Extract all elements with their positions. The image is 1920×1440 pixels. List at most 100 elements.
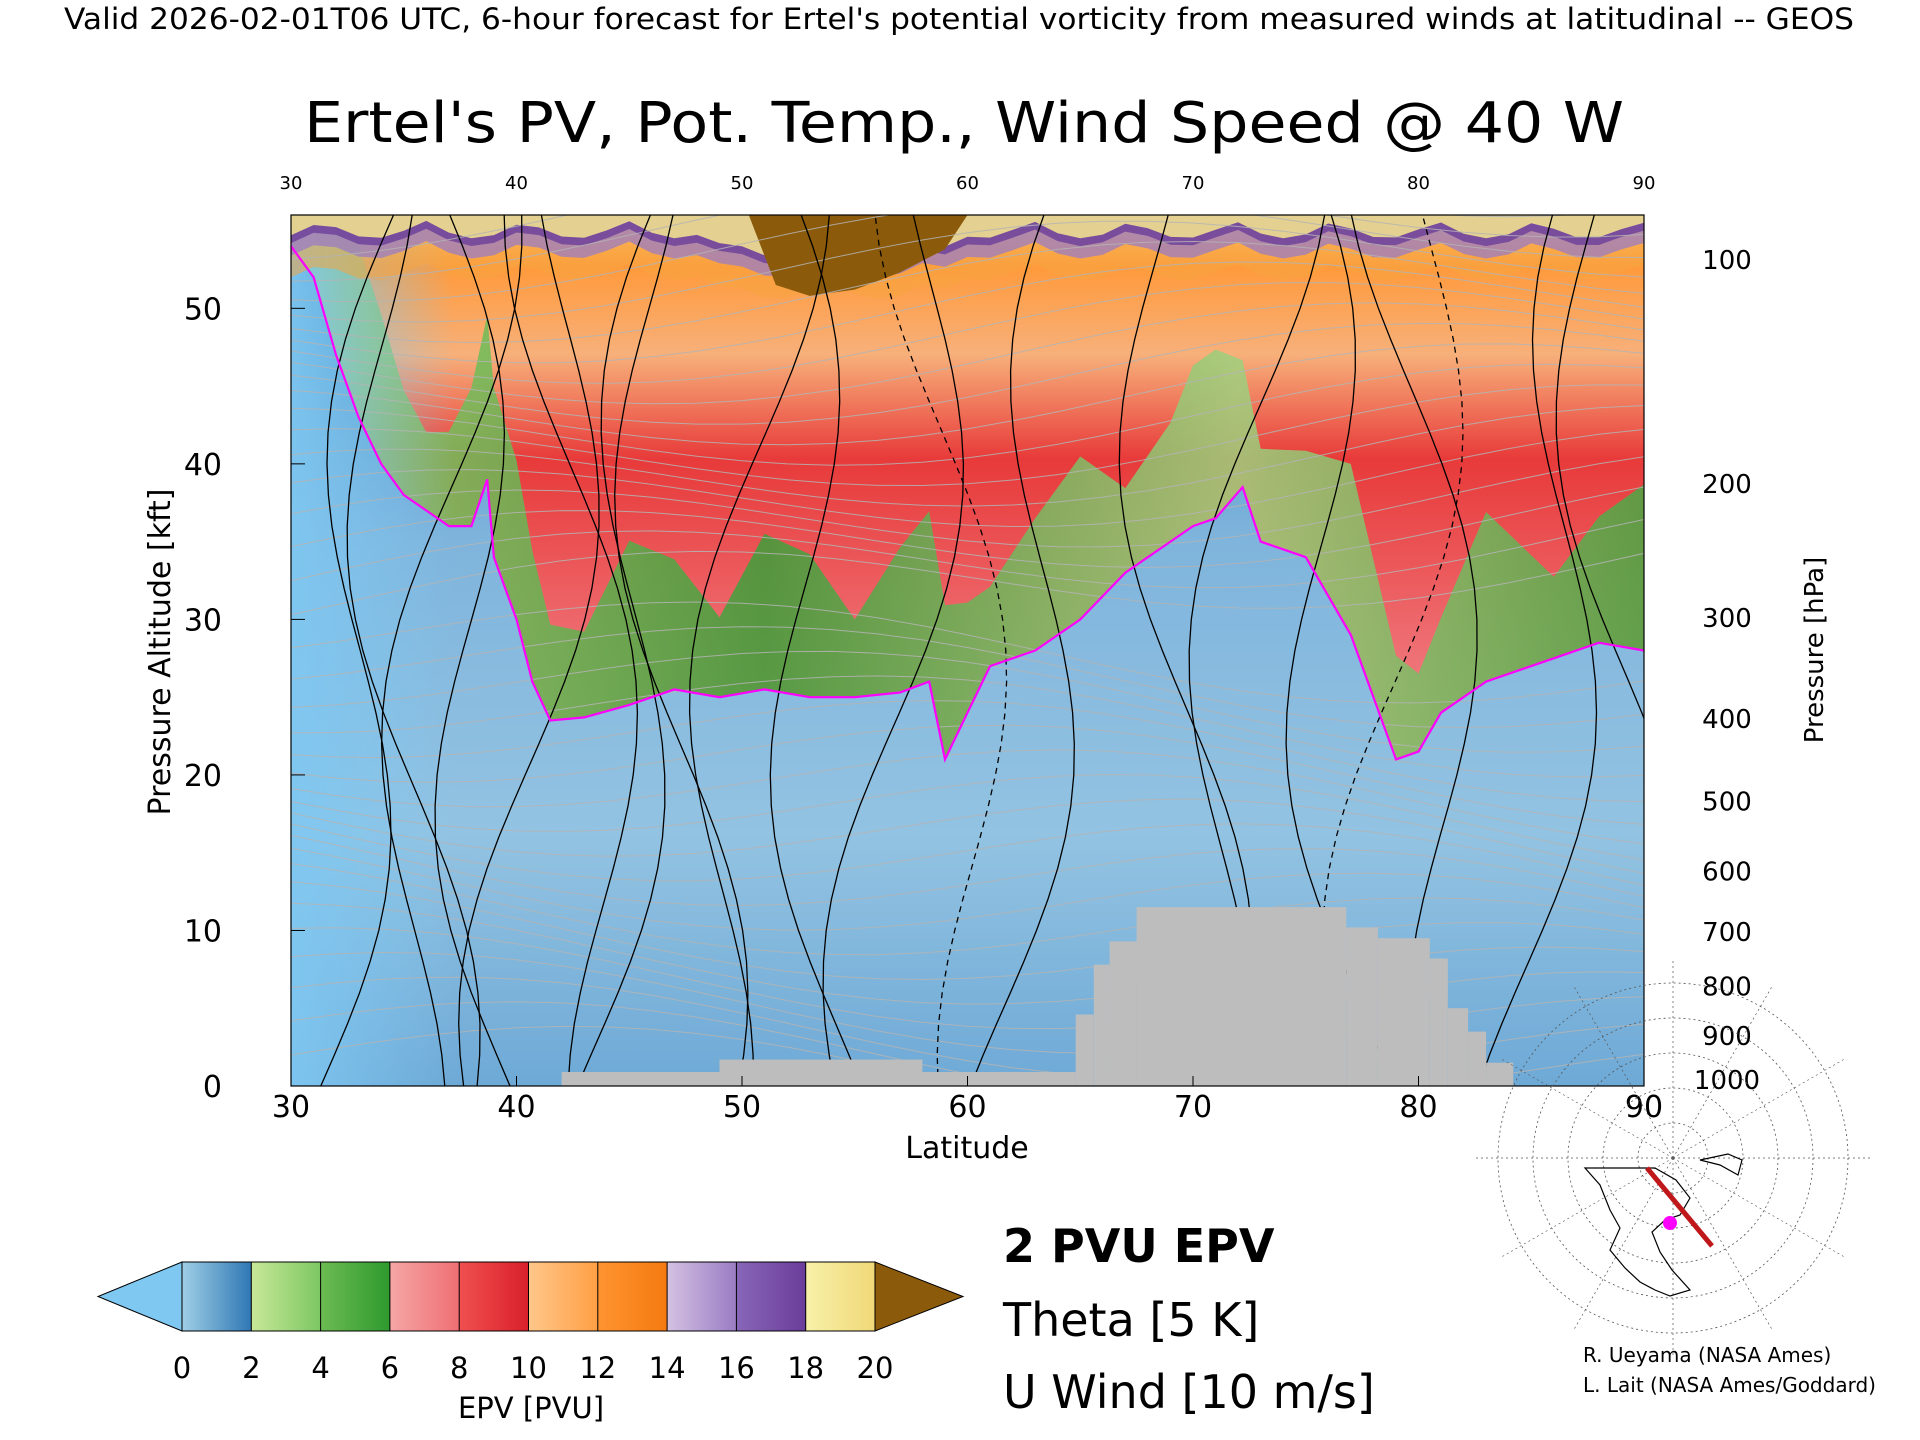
colorbar-bin — [320, 1262, 390, 1331]
theta-line — [291, 823, 1644, 886]
terrain-block — [719, 1059, 923, 1086]
inset-meridian — [1672, 1057, 1847, 1159]
theta-line — [291, 519, 1644, 589]
terrain-block — [1468, 1031, 1487, 1086]
u-wind-line — [380, 215, 523, 1086]
x-tick-bottom: 90 — [1625, 1090, 1663, 1125]
x-tick-top: 80 — [1407, 173, 1430, 194]
colorbar-bin — [597, 1262, 668, 1331]
theta-line — [291, 700, 1644, 803]
theta-line — [291, 486, 1644, 569]
terrain-block — [1093, 964, 1110, 1086]
x-tick-bottom: 60 — [948, 1090, 986, 1125]
terrain-block — [1109, 941, 1137, 1086]
y-tick-right: 1000 — [1694, 1066, 1760, 1096]
y-tick-left: 20 — [184, 759, 222, 794]
x-axis-label: Latitude — [905, 1131, 1028, 1166]
colorbar-bin — [528, 1262, 598, 1331]
colorbar-under-arrow — [96, 1261, 183, 1332]
theta-line — [291, 405, 1644, 507]
y-tick-right: 200 — [1702, 470, 1752, 500]
colorbar-tick: 6 — [381, 1351, 399, 1385]
inset-meridian — [1572, 1157, 1674, 1332]
theta-line — [291, 322, 1644, 425]
legend: 2 PVU EPV Theta [5 K] U Wind [10 m/s] — [1002, 1219, 1375, 1419]
terrain-block — [1136, 907, 1347, 1086]
theta-line — [291, 798, 1644, 874]
terrain-block — [1075, 1014, 1094, 1086]
u-wind-line — [576, 215, 666, 1086]
x-tick-bottom: 30 — [272, 1090, 310, 1125]
colorbar-bin — [251, 1262, 321, 1331]
theta-line — [291, 601, 1644, 704]
y-tick-right: 500 — [1702, 787, 1752, 817]
x-tick-bottom: 40 — [497, 1090, 535, 1125]
plot-area — [290, 214, 1645, 1087]
y-tick-right: 400 — [1702, 705, 1752, 735]
y-tick-left: 30 — [184, 603, 222, 638]
theta-line — [291, 215, 1644, 282]
theta-line — [291, 343, 1644, 446]
inset-meridian — [1499, 1057, 1674, 1159]
inset-meridian — [1672, 1157, 1774, 1332]
u-wind-line — [969, 215, 1075, 1086]
terrain-block — [1346, 927, 1378, 1086]
x-ticks-top: 30 40 50 60 70 80 90 — [280, 173, 1656, 194]
u-wind-line — [346, 215, 481, 1086]
terrain-block — [561, 1072, 720, 1086]
colorbar-tick: 12 — [579, 1351, 616, 1385]
colorbar-tick: 20 — [857, 1351, 894, 1385]
y-tick-left: 10 — [184, 914, 222, 949]
theta-line — [291, 215, 1574, 260]
colorbar-over-arrow — [874, 1261, 965, 1332]
x-tick-bottom: 80 — [1399, 1090, 1437, 1125]
theta-line — [291, 650, 1644, 753]
terrain — [561, 907, 1514, 1086]
x-ticks-bottom: 30 40 50 60 70 80 90 — [272, 1076, 1663, 1125]
x-tick-top: 40 — [505, 173, 528, 194]
u-wind-line — [614, 215, 749, 1086]
y-ticks-left: 0 10 20 30 40 50 — [184, 292, 305, 1105]
inset-meridian — [1572, 984, 1674, 1159]
upper-pv-bands — [291, 215, 1644, 299]
u-wind-line — [1478, 215, 1598, 1086]
u-wind-line — [688, 215, 830, 1086]
x-tick-top: 30 — [280, 173, 303, 194]
colorbar-label: EPV [PVU] — [458, 1391, 604, 1425]
inset-map-frame — [1543, 1153, 1743, 1303]
theta-line — [291, 302, 1644, 405]
inset-meridian — [1499, 1157, 1674, 1259]
y-axis-label-left: Pressure Altitude [kft] — [143, 489, 178, 816]
theta-line — [291, 240, 1644, 344]
theta-line — [291, 626, 1644, 729]
colorbar-tick: 4 — [311, 1351, 329, 1385]
terrain-block — [1447, 1008, 1469, 1086]
terrain-block — [1429, 958, 1448, 1086]
inset-track — [1645, 1166, 1714, 1248]
legend-pv2: 2 PVU EPV — [1003, 1219, 1275, 1273]
credit-line-1: R. Ueyama (NASA Ames) — [1583, 1343, 1831, 1367]
y-tick-right: 300 — [1702, 604, 1752, 634]
y-tick-right: 100 — [1702, 246, 1752, 276]
theta-line — [291, 261, 1644, 364]
x-tick-top: 60 — [956, 173, 979, 194]
colorbar-bin — [805, 1262, 875, 1331]
theta-line — [291, 363, 1644, 466]
epv-colorbar — [96, 1261, 965, 1332]
theta-line — [291, 384, 1644, 487]
y-tick-right: 600 — [1702, 857, 1752, 887]
chart-title: Ertel's PV, Pot. Temp., Wind Speed @ 40 … — [304, 91, 1624, 156]
theta-line — [291, 774, 1644, 861]
pv-band-3 — [291, 215, 1644, 257]
theta-line — [291, 215, 1644, 302]
u-wind-line — [769, 215, 863, 1086]
colorbar-tick: 8 — [450, 1351, 468, 1385]
colorbar-tick: 14 — [649, 1351, 686, 1385]
theta-line — [291, 863, 1644, 956]
x-tick-top: 90 — [1633, 173, 1656, 194]
u-wind-line — [874, 215, 1008, 1086]
colorbar-tick: 16 — [718, 1351, 755, 1385]
colorbar-tick: 18 — [787, 1351, 824, 1385]
theta-line — [291, 834, 1644, 907]
